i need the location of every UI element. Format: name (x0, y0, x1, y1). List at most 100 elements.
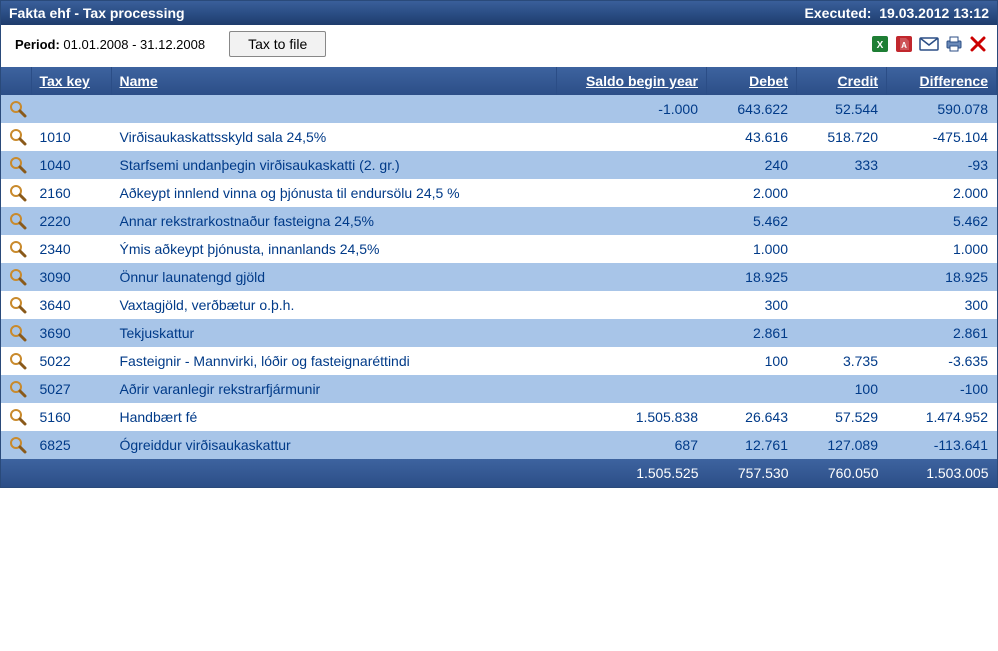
cell-diff: -93 (887, 151, 997, 179)
cell-diff: -113.641 (887, 431, 997, 459)
table-row: -1.000643.62252.544590.078 (1, 95, 997, 123)
col-saldo[interactable]: Saldo begin year (557, 67, 707, 95)
cell-name: Aðkeypt innlend vinna og þjónusta til en… (111, 179, 557, 207)
cell-credit (797, 235, 887, 263)
cell-debet: 240 (707, 151, 797, 179)
print-icon[interactable] (945, 35, 963, 53)
svg-text:X: X (877, 40, 884, 51)
col-tax-key[interactable]: Tax key (31, 67, 111, 95)
magnifier-icon[interactable] (1, 375, 31, 403)
period: Period: 01.01.2008 - 31.12.2008 (15, 37, 205, 52)
footer-diff: 1.503.005 (887, 459, 997, 487)
cell-debet: 18.925 (707, 263, 797, 291)
cell-diff: 300 (887, 291, 997, 319)
col-name[interactable]: Name (111, 67, 557, 95)
cell-diff: -100 (887, 375, 997, 403)
cell-tax-key: 3640 (31, 291, 111, 319)
table-row: 3690Tekjuskattur2.8612.861 (1, 319, 997, 347)
export-pdf-icon[interactable]: A (895, 35, 913, 53)
cell-tax-key: 3090 (31, 263, 111, 291)
col-debet[interactable]: Debet (707, 67, 797, 95)
cell-tax-key: 2220 (31, 207, 111, 235)
cell-saldo (557, 151, 707, 179)
table-row: 5022Fasteignir - Mannvirki, lóðir og fas… (1, 347, 997, 375)
executed-stamp: Executed: 19.03.2012 13:12 (805, 5, 989, 21)
period-value: 01.01.2008 - 31.12.2008 (63, 37, 205, 52)
magnifier-icon[interactable] (1, 263, 31, 291)
cell-credit: 57.529 (797, 403, 887, 431)
cell-debet: 43.616 (707, 123, 797, 151)
cell-credit: 518.720 (797, 123, 887, 151)
toolbar-right: X A (871, 35, 987, 53)
cell-tax-key: 1040 (31, 151, 111, 179)
toolbar-left: Period: 01.01.2008 - 31.12.2008 Tax to f… (15, 31, 326, 57)
cell-diff: 1.474.952 (887, 403, 997, 431)
table-row: 1040Starfsemi undanþegin virðisaukaskatt… (1, 151, 997, 179)
toolbar: Period: 01.01.2008 - 31.12.2008 Tax to f… (1, 25, 997, 67)
magnifier-icon[interactable] (1, 431, 31, 459)
magnifier-icon[interactable] (1, 235, 31, 263)
cell-debet: 1.000 (707, 235, 797, 263)
footer-credit: 760.050 (797, 459, 887, 487)
cell-credit: 3.735 (797, 347, 887, 375)
cell-saldo (557, 319, 707, 347)
table-row: 6825Ógreiddur virðisaukaskattur68712.761… (1, 431, 997, 459)
cell-name: Ýmis aðkeypt þjónusta, innanlands 24,5% (111, 235, 557, 263)
cell-diff: 18.925 (887, 263, 997, 291)
tax-to-file-button[interactable]: Tax to file (229, 31, 326, 57)
cell-name: Ógreiddur virðisaukaskattur (111, 431, 557, 459)
cell-tax-key: 1010 (31, 123, 111, 151)
magnifier-icon[interactable] (1, 291, 31, 319)
cell-name: Starfsemi undanþegin virðisaukaskatti (2… (111, 151, 557, 179)
cell-debet: 26.643 (707, 403, 797, 431)
magnifier-icon[interactable] (1, 179, 31, 207)
cell-saldo (557, 347, 707, 375)
footer-debet: 757.530 (707, 459, 797, 487)
col-credit[interactable]: Credit (797, 67, 887, 95)
tax-table: Tax key Name Saldo begin year Debet Cred… (1, 67, 997, 487)
cell-credit (797, 291, 887, 319)
cell-saldo: -1.000 (557, 95, 707, 123)
cell-credit: 333 (797, 151, 887, 179)
cell-saldo (557, 375, 707, 403)
cell-diff: 5.462 (887, 207, 997, 235)
table-body: -1.000643.62252.544590.0781010Virðisauka… (1, 95, 997, 459)
cell-saldo (557, 207, 707, 235)
table-footer: 1.505.525 757.530 760.050 1.503.005 (1, 459, 997, 487)
magnifier-icon[interactable] (1, 123, 31, 151)
cell-tax-key (31, 95, 111, 123)
close-icon[interactable] (969, 35, 987, 53)
cell-tax-key: 2340 (31, 235, 111, 263)
cell-tax-key: 5022 (31, 347, 111, 375)
magnifier-icon[interactable] (1, 347, 31, 375)
cell-credit (797, 179, 887, 207)
cell-diff: -3.635 (887, 347, 997, 375)
tax-processing-window: Fakta ehf - Tax processing Executed: 19.… (0, 0, 998, 488)
export-excel-icon[interactable]: X (871, 35, 889, 53)
cell-diff: 590.078 (887, 95, 997, 123)
cell-tax-key: 5160 (31, 403, 111, 431)
magnifier-icon[interactable] (1, 151, 31, 179)
cell-debet: 2.861 (707, 319, 797, 347)
cell-name: Aðrir varanlegir rekstrarfjármunir (111, 375, 557, 403)
table-row: 2340Ýmis aðkeypt þjónusta, innanlands 24… (1, 235, 997, 263)
col-difference[interactable]: Difference (887, 67, 997, 95)
table-header: Tax key Name Saldo begin year Debet Cred… (1, 67, 997, 95)
svg-text:A: A (901, 41, 907, 50)
cell-tax-key: 3690 (31, 319, 111, 347)
magnifier-icon[interactable] (1, 95, 31, 123)
magnifier-icon[interactable] (1, 403, 31, 431)
cell-credit: 127.089 (797, 431, 887, 459)
cell-name: Handbært fé (111, 403, 557, 431)
cell-credit (797, 319, 887, 347)
cell-diff: -475.104 (887, 123, 997, 151)
cell-debet: 2.000 (707, 179, 797, 207)
cell-tax-key: 2160 (31, 179, 111, 207)
cell-name: Virðisaukaskattsskyld sala 24,5% (111, 123, 557, 151)
magnifier-icon[interactable] (1, 319, 31, 347)
cell-diff: 2.000 (887, 179, 997, 207)
cell-name: Vaxtagjöld, verðbætur o.þ.h. (111, 291, 557, 319)
cell-tax-key: 6825 (31, 431, 111, 459)
send-email-icon[interactable] (919, 35, 939, 53)
magnifier-icon[interactable] (1, 207, 31, 235)
